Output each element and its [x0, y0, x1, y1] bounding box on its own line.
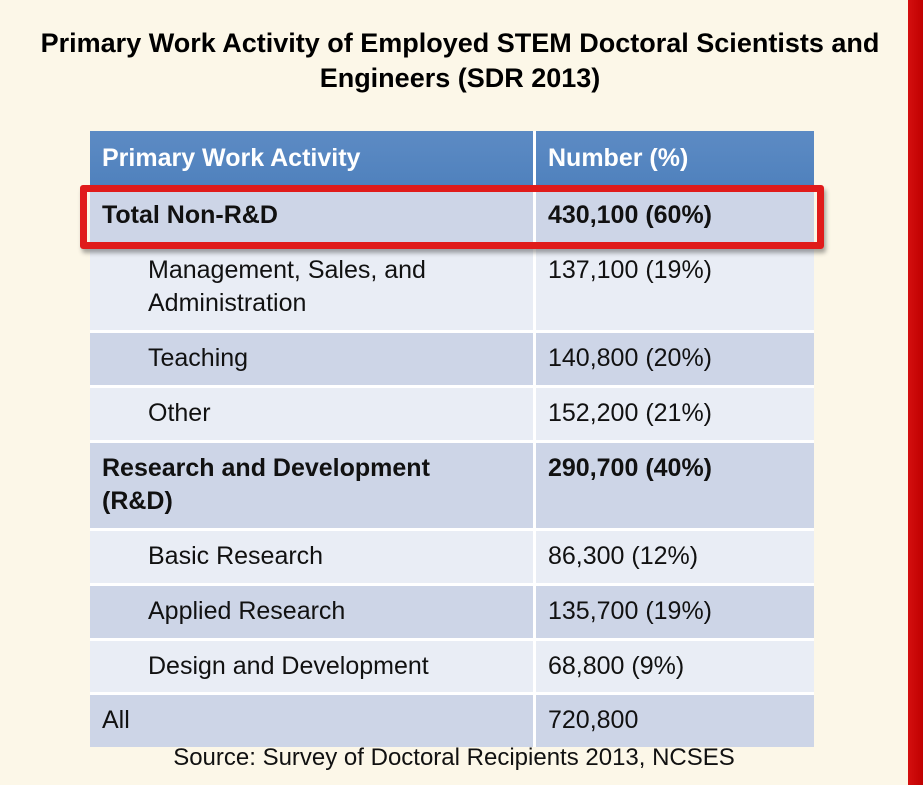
activity-cell: Design and Development	[90, 640, 536, 693]
activity-cell: Basic Research	[90, 531, 536, 583]
activity-cell: All	[90, 695, 536, 747]
activity-cell: Teaching	[90, 333, 536, 385]
table-row-design-development: Design and Development 68,800 (9%)	[90, 637, 814, 693]
activity-cell: Management, Sales, and Administration	[90, 244, 536, 330]
table-row-other: Other 152,200 (21%)	[90, 384, 814, 440]
table-row-all: All 720,800	[90, 692, 814, 747]
activity-cell: Research and Development (R&D)	[90, 442, 536, 528]
column-header-number: Number (%)	[548, 144, 689, 172]
number-cell: 152,200 (21%)	[548, 398, 713, 427]
table-row-management: Management, Sales, and Administration 13…	[90, 241, 814, 330]
table-row-basic-research: Basic Research 86,300 (12%)	[90, 528, 814, 583]
activity-cell: Applied Research	[90, 585, 536, 638]
number-cell: 430,100 (60%)	[548, 200, 713, 229]
number-cell: 68,800 (9%)	[548, 651, 685, 680]
source-note: Source: Survey of Doctoral Recipients 20…	[173, 744, 735, 771]
activity-cell: Total Non-R&D	[90, 189, 536, 242]
activity-cell: Other	[90, 387, 536, 440]
number-cell: 135,700 (19%)	[548, 596, 713, 625]
slide-title: Primary Work Activity of Employed STEM D…	[40, 28, 880, 94]
table-header-row: Primary Work Activity Number (%)	[90, 131, 814, 187]
number-cell: 86,300 (12%)	[548, 542, 699, 570]
column-header-activity: Primary Work Activity	[90, 131, 536, 187]
number-cell: 290,700 (40%)	[548, 453, 713, 482]
number-cell: 720,800	[548, 706, 639, 735]
red-edge-bar	[908, 0, 923, 785]
work-activity-table: Primary Work Activity Number (%) Total N…	[80, 131, 824, 747]
table-row-total-non-rd: Total Non-R&D 430,100 (60%)	[80, 184, 824, 249]
table-row-rd: Research and Development (R&D) 290,700 (…	[90, 439, 814, 528]
table-row-applied-research: Applied Research 135,700 (19%)	[90, 582, 814, 638]
table-body: Total Non-R&D 430,100 (60%) Management, …	[80, 184, 824, 747]
number-cell: 140,800 (20%)	[548, 344, 713, 372]
number-cell: 137,100 (19%)	[548, 255, 713, 284]
table-row-teaching: Teaching 140,800 (20%)	[90, 330, 814, 385]
